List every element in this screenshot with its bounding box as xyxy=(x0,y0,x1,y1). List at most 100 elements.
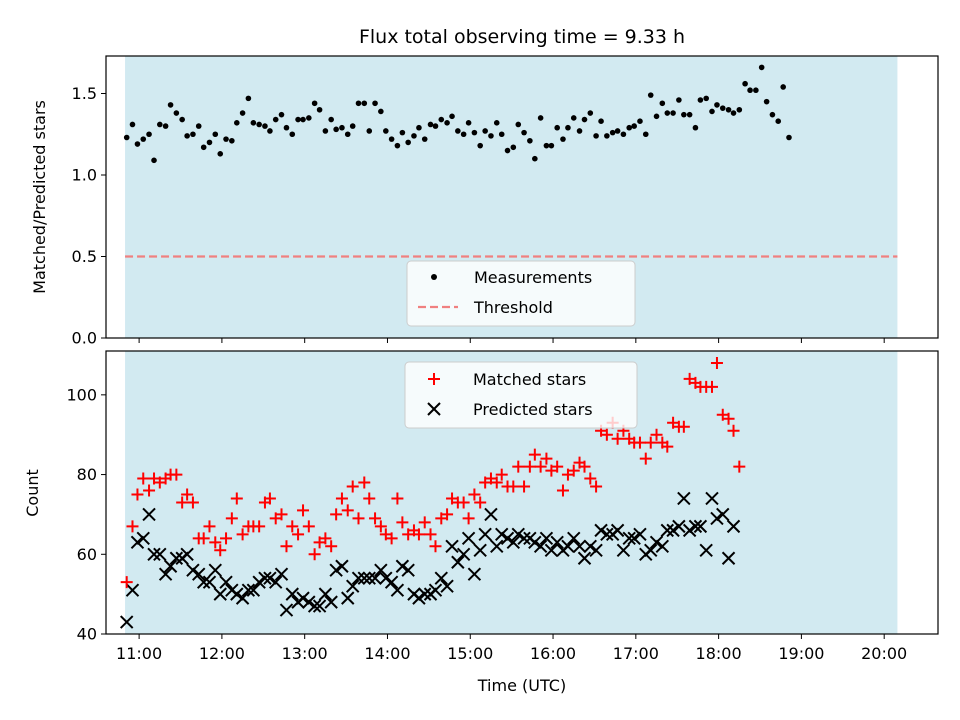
top-y-axis-label: Matched/Predicted stars xyxy=(30,100,49,294)
matched-star-point xyxy=(722,412,735,425)
measurement-point xyxy=(366,128,373,134)
matched-star-point xyxy=(275,508,288,521)
measurement-point xyxy=(747,87,753,94)
measurement-point xyxy=(620,131,627,138)
measurement-point xyxy=(537,115,544,121)
matched-star-point xyxy=(225,512,238,525)
predicted-star-point xyxy=(649,535,664,550)
measurement-point xyxy=(388,136,395,142)
predicted-star-point xyxy=(467,567,482,581)
bottom-y-axis-label: Count xyxy=(23,469,42,517)
predicted-star-point xyxy=(213,587,227,601)
predicted-star-point xyxy=(258,571,272,585)
measurement-point xyxy=(438,116,445,123)
predicted-star-point xyxy=(196,575,211,589)
matched-star-point xyxy=(644,436,657,449)
measurement-point xyxy=(272,116,279,123)
measurement-point xyxy=(581,116,588,123)
measurement-point xyxy=(763,98,770,105)
y-tick-label: 1.5 xyxy=(72,84,97,103)
predicted-star-point xyxy=(246,583,261,597)
measurement-point xyxy=(289,131,296,138)
measurement-point xyxy=(355,100,362,107)
matched-star-point xyxy=(661,440,674,453)
measurement-point xyxy=(565,124,571,131)
measurement-point xyxy=(146,131,152,138)
matched-star-point xyxy=(286,520,299,533)
matched-star-point xyxy=(220,532,233,545)
measurement-point xyxy=(498,131,505,138)
predicted-star-point xyxy=(186,563,200,577)
measurement-point xyxy=(416,124,422,131)
measurement-point xyxy=(399,129,406,136)
predicted-star-point xyxy=(362,571,376,585)
predicted-star-point xyxy=(142,507,156,522)
predicted-star-point xyxy=(672,519,686,534)
measurement-point xyxy=(278,111,285,118)
matched-star-point xyxy=(263,492,276,505)
matched-star-point xyxy=(490,476,503,489)
matched-star-point xyxy=(412,528,425,541)
matched-star-point xyxy=(528,448,541,461)
predicted-star-point xyxy=(230,587,244,601)
matched-star-point xyxy=(358,476,371,489)
y-tick-label: 1.0 xyxy=(72,165,97,184)
legend-marker-matched xyxy=(428,373,440,385)
predicted-star-point xyxy=(594,523,608,538)
measurement-point xyxy=(576,128,583,134)
predicted-star-point xyxy=(379,571,393,585)
measurement-point xyxy=(283,124,290,131)
predicted-star-point xyxy=(395,559,410,573)
predicted-star-point xyxy=(241,583,256,597)
predicted-star-point xyxy=(440,579,454,593)
matched-star-point xyxy=(639,452,652,465)
matched-star-point xyxy=(385,532,398,545)
bottom-panel: 40 60 80 100 11:00 12:00 13:00 14:00 15:00 16:00 1… xyxy=(23,350,939,695)
predicted-star-point xyxy=(384,575,399,589)
measurement-point xyxy=(504,147,511,154)
legend-label-predicted: Predicted stars xyxy=(473,400,593,419)
measurement-point xyxy=(670,110,676,116)
predicted-star-point xyxy=(572,539,587,554)
measurement-point xyxy=(212,131,219,138)
measurement-point xyxy=(626,124,633,131)
measurement-point xyxy=(295,116,301,123)
predicted-star-point xyxy=(235,591,250,605)
predicted-star-point xyxy=(269,575,283,589)
measurement-point xyxy=(686,111,693,118)
measurement-point xyxy=(560,136,566,142)
predicted-star-point xyxy=(544,543,559,558)
measurement-point xyxy=(123,134,130,141)
measurement-point xyxy=(742,80,748,87)
matched-star-point xyxy=(186,496,199,509)
x-tick-label: 11:00 xyxy=(116,644,162,663)
predicted-star-point xyxy=(158,567,173,581)
matched-star-point xyxy=(197,532,210,545)
predicted-star-point xyxy=(180,547,194,561)
predicted-star-point xyxy=(296,591,310,605)
measurement-point xyxy=(676,97,682,103)
measurement-point xyxy=(769,111,776,118)
predicted-star-point xyxy=(434,571,448,585)
x-tick-label: 14:00 xyxy=(364,644,410,663)
matched-star-point xyxy=(126,520,139,533)
measurement-point xyxy=(333,126,339,133)
predicted-star-point xyxy=(577,551,592,565)
predicted-star-point xyxy=(335,559,349,573)
matched-star-point xyxy=(590,480,603,493)
measurement-point xyxy=(570,115,577,121)
predicted-star-point xyxy=(136,531,150,546)
predicted-star-point xyxy=(550,535,564,550)
matched-star-point xyxy=(578,460,591,473)
predicted-star-point xyxy=(600,527,614,542)
measurement-point xyxy=(609,129,616,136)
measurement-point xyxy=(527,137,533,144)
predicted-star-point xyxy=(511,527,525,542)
measurement-point xyxy=(653,113,660,120)
predicted-star-point xyxy=(473,543,487,558)
x-tick-label: 12:00 xyxy=(199,644,245,663)
predicted-star-point xyxy=(285,587,299,601)
predicted-star-point xyxy=(528,535,542,550)
matched-star-point xyxy=(253,520,266,533)
measurement-point xyxy=(344,131,351,138)
